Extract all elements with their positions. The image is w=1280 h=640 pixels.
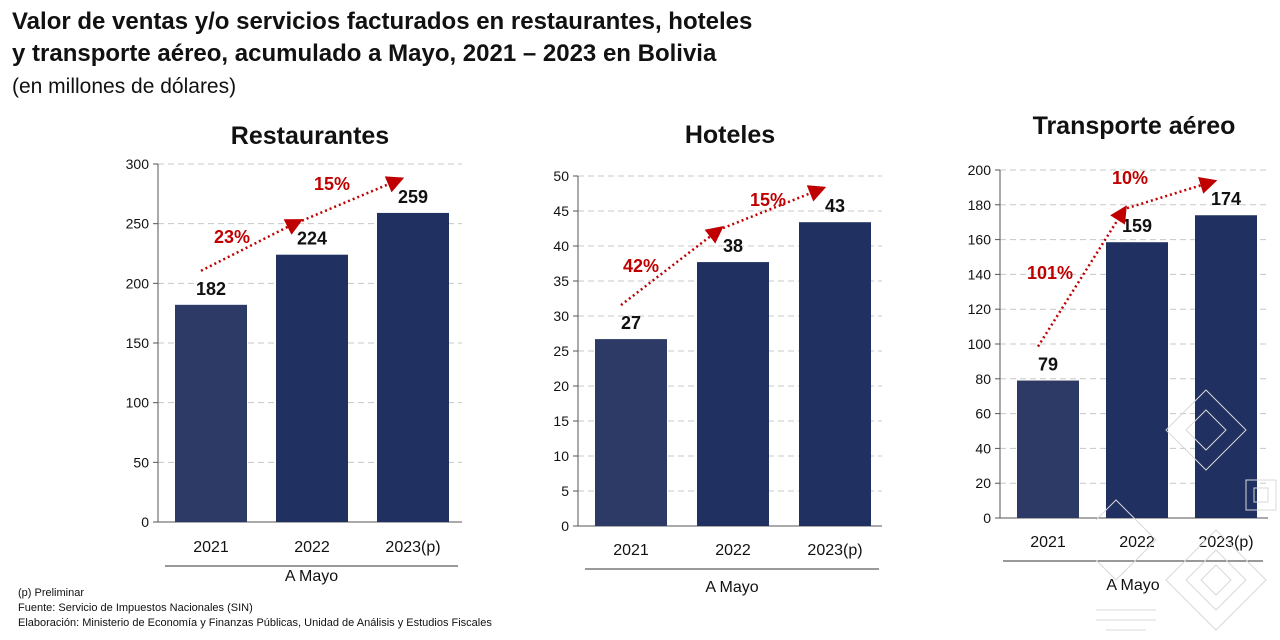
x-axis-label: A Mayo xyxy=(285,568,338,585)
growth-arrow xyxy=(200,219,304,272)
y-tick-label: 50 xyxy=(553,168,569,184)
y-tick-label: 60 xyxy=(975,406,991,422)
y-tick-label: 180 xyxy=(968,197,992,213)
y-tick-label: 120 xyxy=(968,301,992,317)
footnotes: (p) Preliminar Fuente: Servicio de Impue… xyxy=(18,586,492,631)
growth-label: 23% xyxy=(214,227,250,247)
data-label: 159 xyxy=(1122,216,1152,236)
x-tick-label: 2022 xyxy=(294,539,330,556)
growth-arrow xyxy=(1126,177,1218,210)
main-title-line-2: y transporte aéreo, acumulado a Mayo, 20… xyxy=(12,40,717,67)
bar-2021 xyxy=(1017,380,1079,518)
y-tick-label: 300 xyxy=(126,156,150,172)
y-tick-label: 150 xyxy=(126,335,150,351)
main-title: Valor de ventas y/o servicios facturados… xyxy=(12,6,912,70)
bar-2023p xyxy=(377,212,449,522)
y-tick-label: 30 xyxy=(553,308,569,324)
decorative-pattern xyxy=(1096,389,1277,631)
y-tick-label: 160 xyxy=(968,232,992,248)
x-tick-label: 2022 xyxy=(1119,534,1155,551)
growth-label: 42% xyxy=(623,256,659,276)
chart-title: Hoteles xyxy=(685,121,775,149)
y-tick-label: 0 xyxy=(561,518,569,534)
growth-label: 101% xyxy=(1027,263,1073,283)
y-tick-label: 50 xyxy=(133,454,149,470)
growth-arrow xyxy=(1036,205,1127,348)
x-tick-label: 2023(p) xyxy=(385,539,440,556)
chart-title: Restaurantes xyxy=(231,122,389,150)
x-axis-label: A Mayo xyxy=(1106,577,1159,594)
growth-label: 10% xyxy=(1112,168,1148,188)
y-tick-label: 200 xyxy=(126,275,150,291)
y-tick-label: 40 xyxy=(975,440,991,456)
chart-2: Hoteles 0 5 10 15 20 25 30 35 40 45 50 27 2021 38 2022 4… xyxy=(553,121,882,596)
footnote-preliminar: (p) Preliminar xyxy=(18,587,85,599)
x-tick-label: 2021 xyxy=(613,542,649,559)
y-tick-label: 35 xyxy=(553,273,569,289)
growth-label: 15% xyxy=(314,174,350,194)
y-tick-label: 40 xyxy=(553,238,569,254)
y-tick-label: 140 xyxy=(968,266,992,282)
data-label: 259 xyxy=(398,187,428,207)
x-tick-label: 2022 xyxy=(715,542,751,559)
y-tick-label: 20 xyxy=(975,475,991,491)
data-label: 174 xyxy=(1211,189,1241,209)
footnote-source: Fuente: Servicio de Impuestos Nacionales… xyxy=(18,602,253,614)
y-tick-label: 20 xyxy=(553,378,569,394)
data-label: 27 xyxy=(621,313,641,333)
x-tick-label: 2023(p) xyxy=(807,542,862,559)
data-label: 224 xyxy=(297,229,327,249)
y-tick-label: 15 xyxy=(553,413,569,429)
y-tick-label: 10 xyxy=(553,448,569,464)
y-tick-label: 0 xyxy=(983,510,991,526)
data-label: 79 xyxy=(1038,355,1058,375)
chart-title: Transporte aéreo xyxy=(1033,112,1236,140)
footnote-elaboration: Elaboración: Ministerio de Economía y Fi… xyxy=(18,617,492,629)
data-label: 38 xyxy=(723,236,743,256)
y-tick-label: 5 xyxy=(561,483,569,499)
chart-1: Restaurantes 0 50 100 150 200 250 300 182 2021 224… xyxy=(126,122,462,585)
bar-2021 xyxy=(595,339,667,526)
y-tick-label: 100 xyxy=(126,395,150,411)
bar-2022 xyxy=(1106,242,1168,518)
data-label: 182 xyxy=(196,279,226,299)
y-tick-label: 80 xyxy=(975,371,991,387)
bar-2023p xyxy=(1195,215,1257,519)
bar-2022 xyxy=(276,254,348,522)
y-tick-label: 45 xyxy=(553,203,569,219)
y-tick-label: 250 xyxy=(126,216,150,232)
chart-3: Transporte aéreo 0 20 40 60 80 100 120 140 160 180… xyxy=(968,112,1268,594)
main-title-line-1: Valor de ventas y/o servicios facturados… xyxy=(12,8,753,35)
x-axis-label: A Mayo xyxy=(705,579,758,596)
growth-label: 15% xyxy=(750,190,786,210)
bar-2023p xyxy=(799,222,871,526)
growth-arrow xyxy=(620,225,724,307)
bar-2021 xyxy=(175,304,247,522)
x-tick-label: 2021 xyxy=(1030,534,1066,551)
data-label: 43 xyxy=(825,196,845,216)
y-tick-label: 200 xyxy=(968,162,992,178)
subtitle: (en millones de dólares) xyxy=(12,75,237,98)
bar-2022 xyxy=(697,262,769,526)
y-tick-label: 100 xyxy=(968,336,992,352)
y-tick-label: 25 xyxy=(553,343,569,359)
x-tick-label: 2023(p) xyxy=(1198,534,1253,551)
x-tick-label: 2021 xyxy=(193,539,229,556)
y-tick-label: 0 xyxy=(141,514,149,530)
